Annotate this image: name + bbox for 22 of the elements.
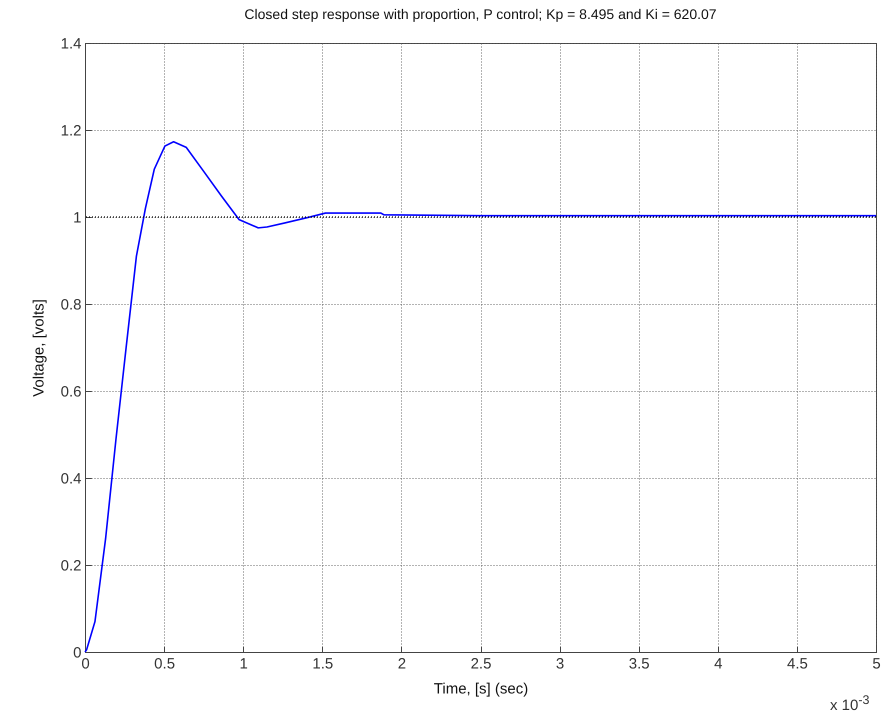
x-tick-label: 1 [240, 656, 248, 672]
y-tick-label: 0.4 [60, 470, 82, 488]
y-tick-label: 0.2 [60, 558, 82, 574]
y-axis-title: Voltage, [volts] [30, 299, 48, 397]
x-tick-label: 2.5 [470, 656, 492, 672]
y-tick-label: 1.2 [60, 122, 82, 140]
x-tick-label: 3 [556, 656, 564, 672]
x-tick-label: 3.5 [628, 656, 650, 672]
x-tick-label: 4.5 [786, 656, 808, 672]
x-tick-label: 2 [398, 656, 406, 672]
y-tick-label: 0.8 [60, 296, 82, 314]
y-tick-label: 1.4 [60, 36, 82, 52]
y-tick-label: 1 [73, 210, 82, 226]
x-axis-title: Time, [s] (sec) [434, 680, 528, 698]
y-tick-label: 0 [73, 644, 82, 662]
chart-title: Closed step response with proportion, P control; Kp = 8.495 and Ki = 620.07 [244, 6, 717, 22]
y-tick-label: 0.6 [60, 384, 82, 400]
x-tick-label: 5 [872, 656, 881, 672]
x-tick-label: 4 [714, 656, 722, 672]
text: x 10$^{-3}$ [830, 693, 870, 714]
x-tick-label: 0.5 [154, 656, 176, 672]
x-tick-label: 1.5 [312, 656, 334, 672]
